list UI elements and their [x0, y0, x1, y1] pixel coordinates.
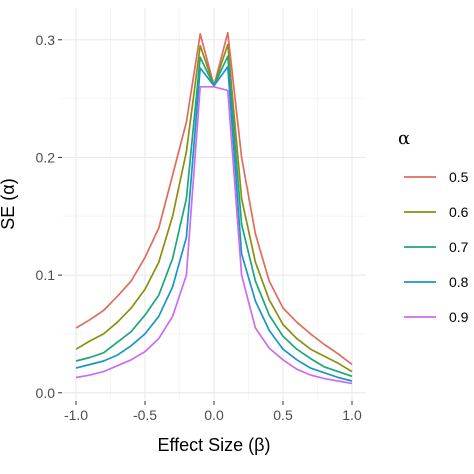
x-axis-title: Effect Size (β): [157, 435, 270, 455]
y-tick-label: 0.1: [36, 267, 56, 283]
series-line-0-8: [75, 65, 353, 382]
legend-label-0-6: 0.6: [449, 204, 469, 220]
legend-label-0-7: 0.7: [449, 239, 469, 255]
y-axis-title: SE (α): [0, 178, 18, 229]
y-tick-label: 0.2: [36, 149, 56, 165]
x-tick-label: 0.0: [204, 407, 224, 423]
legend-label-0-5: 0.5: [449, 169, 469, 185]
series-lines: [75, 31, 353, 385]
y-tick-label: 0.3: [36, 32, 56, 48]
y-tick-label: 0.0: [36, 385, 56, 401]
x-tick-label: -1.0: [64, 407, 88, 423]
axis-ticks: [58, 39, 353, 405]
legend-title: α: [398, 128, 410, 149]
x-tick-label: 1.0: [342, 407, 362, 423]
legend-label-0-8: 0.8: [449, 274, 469, 290]
y-tick-labels: 0.0 0.1 0.2 0.3: [36, 32, 56, 401]
x-tick-label: 0.5: [273, 407, 293, 423]
legend: α 0.5 0.6 0.7 0.8 0.9: [398, 128, 469, 325]
x-tick-label: -0.5: [133, 407, 157, 423]
series-line-0-9: [75, 85, 353, 385]
legend-label-0-9: 0.9: [449, 309, 469, 325]
x-tick-labels: -1.0 -0.5 0.0 0.5 1.0: [64, 407, 362, 423]
